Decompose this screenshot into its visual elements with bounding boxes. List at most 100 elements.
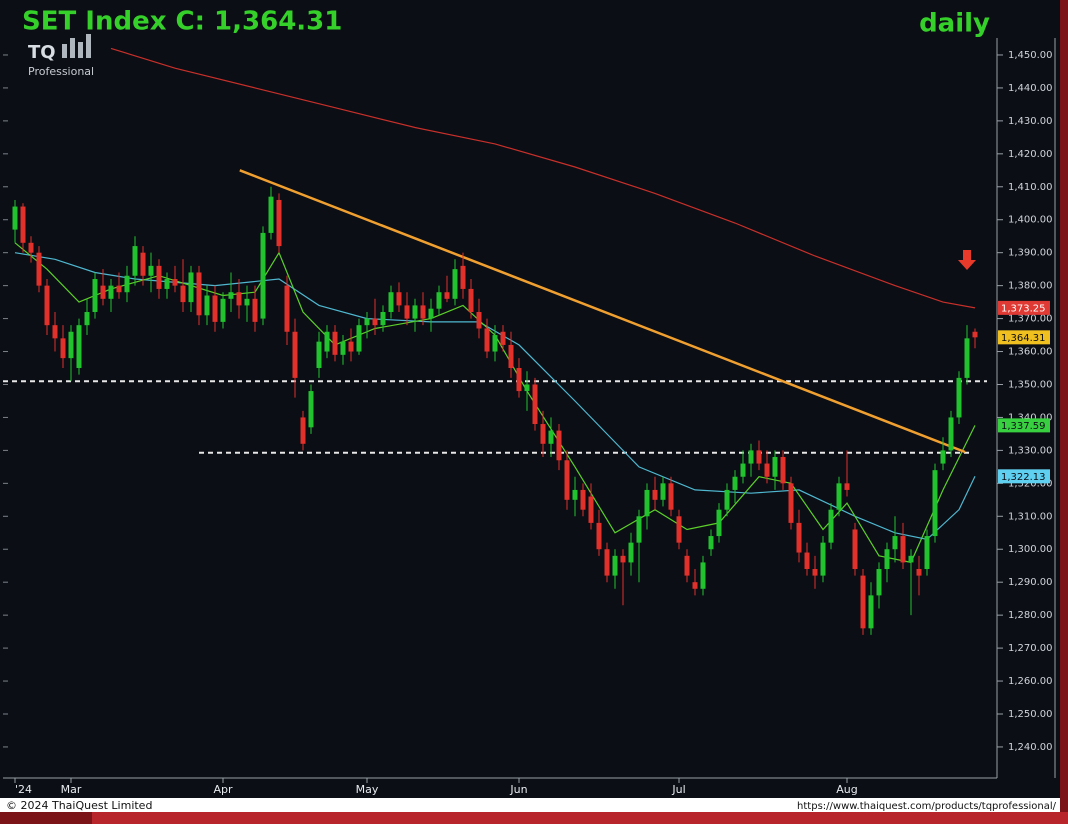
source-url: https://www.thaiquest.com/products/tqpro… (797, 801, 1057, 812)
candle-body (908, 555, 914, 563)
y-tick-label: 1,340.00 (1008, 412, 1053, 423)
candle-body (788, 483, 794, 523)
candle-body (308, 391, 314, 428)
candle-body (76, 325, 82, 369)
candle-body (364, 318, 370, 326)
moving-average (110, 47, 976, 309)
candle-body (436, 292, 442, 309)
candle-body (188, 272, 194, 303)
candle-body (476, 311, 482, 329)
x-tick-label: '24 (15, 783, 32, 796)
candle-body (252, 298, 258, 322)
logo-bar (78, 42, 83, 58)
candle-body (524, 384, 530, 392)
candle-body (396, 292, 402, 306)
candle-body (292, 331, 298, 378)
candle-body (404, 305, 410, 319)
y-tick-label: 1,270.00 (1008, 643, 1053, 654)
candle-body (588, 496, 594, 523)
candle-body (340, 341, 346, 355)
candle-body (100, 285, 106, 299)
candle-body (180, 285, 186, 303)
candle-body (628, 542, 634, 563)
candle-body (276, 199, 282, 247)
candle-body (700, 562, 706, 589)
candle-body (940, 450, 946, 464)
candle-body (692, 582, 698, 589)
candle-body (108, 285, 114, 299)
y-tick-label: 1,300.00 (1008, 544, 1053, 555)
x-tick-label: Jul (671, 783, 685, 796)
x-tick-label: Apr (213, 783, 233, 796)
candle-body (332, 331, 338, 355)
x-tick-label: Jun (509, 783, 527, 796)
candle-body (228, 292, 234, 299)
y-tick-label: 1,380.00 (1008, 281, 1053, 292)
candle-body (164, 279, 170, 289)
moving-average (14, 252, 976, 541)
candle-body (452, 269, 458, 299)
candle-body (748, 450, 754, 464)
candle-body (932, 470, 938, 537)
candle-body (812, 569, 818, 576)
candle-body (556, 430, 562, 461)
candle-body (732, 476, 738, 490)
candle-body (220, 298, 226, 322)
candle-body (28, 242, 34, 253)
candle-body (428, 308, 434, 319)
candle-body (876, 569, 882, 596)
price-tag-label: 1,337.59 (1001, 421, 1046, 432)
candle-body (620, 555, 626, 563)
candle-body (708, 536, 714, 550)
candle-body (652, 489, 658, 500)
candle-body (676, 516, 682, 543)
candle-body (716, 509, 722, 537)
candle-body (604, 549, 610, 576)
candle-body (316, 341, 322, 369)
candle-body (644, 489, 650, 517)
candle-body (860, 575, 866, 629)
candle-body (380, 311, 386, 326)
candle-body (244, 298, 250, 306)
trendline (239, 169, 966, 454)
candle-body (156, 265, 162, 289)
candle-body (564, 460, 570, 500)
candle-body (516, 368, 522, 392)
logo-bar (62, 44, 67, 58)
logo-bar (86, 34, 91, 58)
candle-body (124, 275, 130, 293)
price-tag (998, 418, 1050, 433)
candle-body (828, 509, 834, 543)
candle-body (324, 331, 330, 352)
candle-body (84, 311, 90, 326)
candle-body (12, 206, 18, 230)
candle-body (508, 344, 514, 369)
y-tick-label: 1,450.00 (1008, 50, 1053, 61)
candle-body (260, 232, 266, 319)
candle-body (540, 424, 546, 444)
candle-body (212, 295, 218, 322)
candle-body (836, 483, 842, 510)
y-tick-label: 1,240.00 (1008, 742, 1053, 753)
candle-body (52, 325, 58, 339)
candle-body (300, 417, 306, 444)
candle-body (388, 292, 394, 312)
y-tick-label: 1,390.00 (1008, 248, 1053, 259)
y-tick-label: 1,350.00 (1008, 379, 1053, 390)
candle-body (820, 542, 826, 576)
candle-body (460, 265, 466, 289)
frame (92, 812, 1068, 824)
y-tick-label: 1,430.00 (1008, 116, 1053, 127)
x-tick-label: Mar (61, 783, 82, 796)
candle-body (116, 285, 122, 293)
price-tag (998, 469, 1050, 484)
y-tick-label: 1,360.00 (1008, 347, 1053, 358)
candle-body (420, 305, 426, 319)
background (0, 0, 1060, 812)
y-tick-label: 1,250.00 (1008, 709, 1053, 720)
candle-body (92, 279, 98, 312)
candle-body (172, 279, 178, 286)
candle-body (236, 292, 242, 306)
candle-body (884, 549, 890, 570)
